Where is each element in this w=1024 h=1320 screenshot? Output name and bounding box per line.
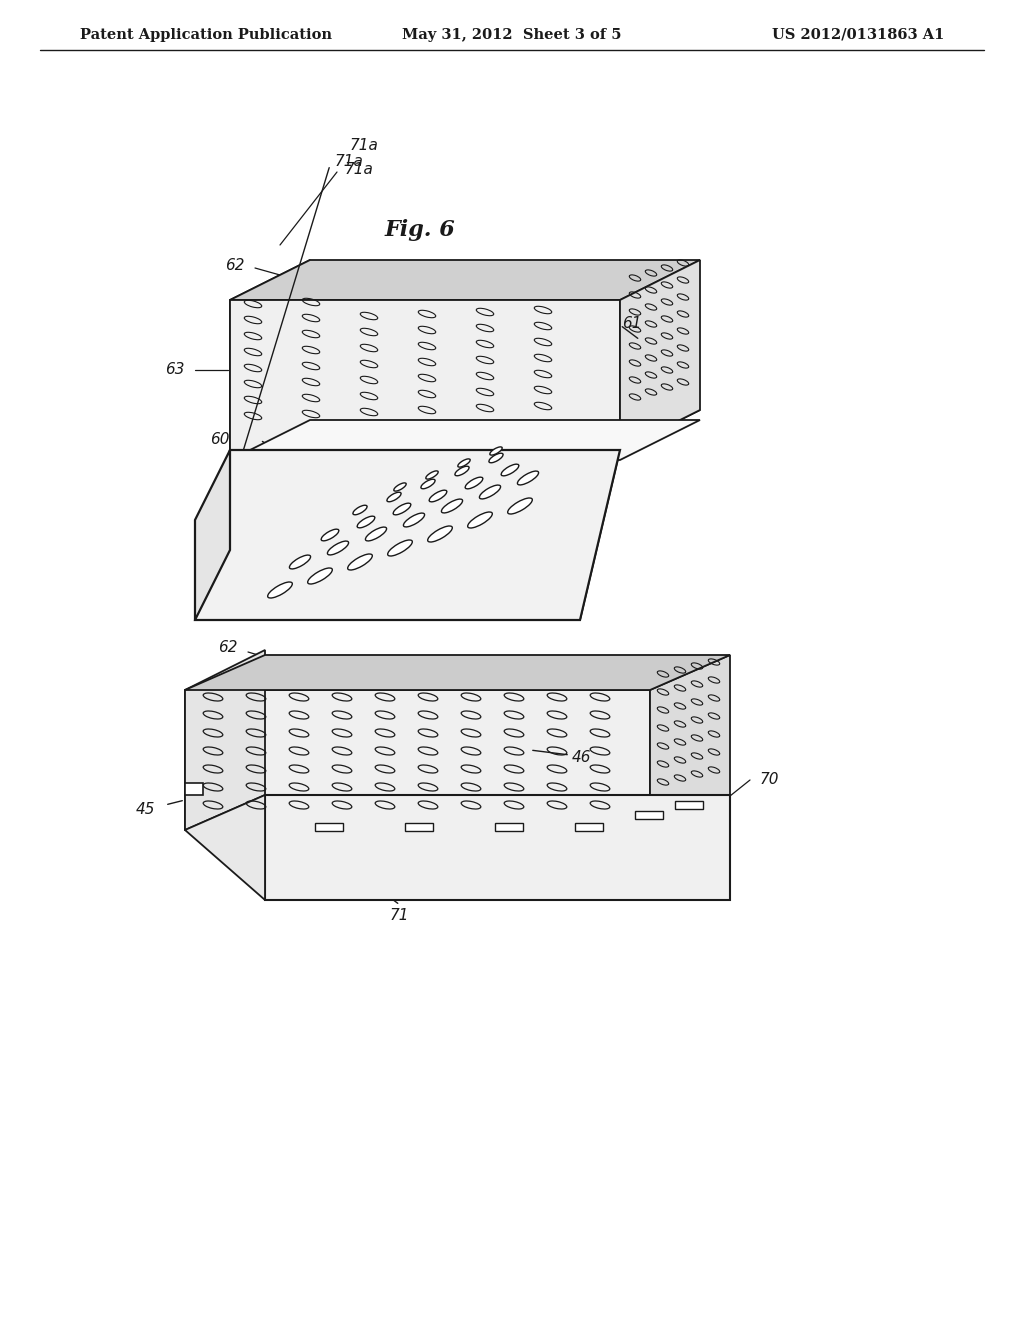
Ellipse shape — [393, 503, 411, 515]
Ellipse shape — [517, 471, 539, 484]
Ellipse shape — [366, 527, 387, 541]
Text: 71a: 71a — [350, 137, 379, 153]
FancyBboxPatch shape — [492, 454, 508, 465]
Ellipse shape — [290, 556, 310, 569]
Ellipse shape — [403, 513, 425, 527]
Polygon shape — [650, 655, 730, 830]
Polygon shape — [195, 450, 230, 620]
FancyBboxPatch shape — [372, 454, 388, 465]
Ellipse shape — [465, 477, 483, 488]
Ellipse shape — [348, 554, 373, 570]
FancyBboxPatch shape — [675, 801, 703, 809]
Ellipse shape — [357, 516, 375, 528]
Text: May 31, 2012  Sheet 3 of 5: May 31, 2012 Sheet 3 of 5 — [402, 28, 622, 42]
FancyBboxPatch shape — [495, 822, 523, 832]
Text: Fig. 6: Fig. 6 — [385, 219, 456, 242]
Text: 60: 60 — [211, 433, 230, 447]
Ellipse shape — [267, 582, 292, 598]
Text: 62: 62 — [218, 640, 238, 656]
Ellipse shape — [468, 512, 493, 528]
Ellipse shape — [322, 529, 339, 541]
Ellipse shape — [441, 499, 463, 513]
Polygon shape — [230, 260, 700, 300]
Polygon shape — [185, 655, 730, 690]
Ellipse shape — [489, 447, 502, 455]
Polygon shape — [230, 420, 700, 459]
Ellipse shape — [426, 471, 438, 479]
Text: 61: 61 — [622, 315, 641, 330]
Text: 71a: 71a — [345, 162, 374, 177]
Ellipse shape — [455, 466, 469, 475]
Ellipse shape — [394, 483, 407, 491]
Text: 46: 46 — [572, 750, 592, 764]
Polygon shape — [185, 690, 650, 830]
Polygon shape — [620, 260, 700, 450]
Text: 71: 71 — [390, 908, 410, 923]
Polygon shape — [230, 260, 310, 450]
Polygon shape — [195, 450, 620, 620]
Text: 71b: 71b — [572, 483, 601, 498]
Ellipse shape — [458, 459, 470, 467]
FancyBboxPatch shape — [312, 454, 328, 465]
Text: 62: 62 — [225, 257, 245, 272]
Text: 63: 63 — [166, 363, 185, 378]
Text: 45: 45 — [135, 803, 155, 817]
FancyBboxPatch shape — [315, 822, 343, 832]
Ellipse shape — [387, 492, 401, 502]
Text: Patent Application Publication: Patent Application Publication — [80, 28, 332, 42]
Ellipse shape — [307, 568, 333, 583]
Ellipse shape — [508, 498, 532, 513]
Ellipse shape — [421, 479, 435, 488]
FancyBboxPatch shape — [432, 454, 449, 465]
Text: 70: 70 — [760, 772, 779, 788]
Text: 71a: 71a — [335, 154, 364, 169]
Ellipse shape — [353, 506, 367, 515]
FancyBboxPatch shape — [185, 783, 203, 795]
Ellipse shape — [488, 453, 503, 463]
Ellipse shape — [388, 540, 413, 556]
Ellipse shape — [501, 465, 519, 475]
FancyBboxPatch shape — [635, 810, 663, 818]
Text: Fig. 7: Fig. 7 — [385, 589, 456, 611]
Ellipse shape — [328, 541, 348, 554]
Ellipse shape — [479, 484, 501, 499]
FancyBboxPatch shape — [552, 454, 568, 465]
Polygon shape — [230, 411, 700, 450]
Ellipse shape — [428, 525, 453, 543]
Polygon shape — [185, 795, 730, 830]
Text: US 2012/0131863 A1: US 2012/0131863 A1 — [772, 28, 944, 42]
Ellipse shape — [429, 490, 446, 502]
FancyBboxPatch shape — [252, 454, 268, 465]
Polygon shape — [185, 649, 265, 830]
Polygon shape — [265, 795, 730, 900]
Polygon shape — [185, 795, 265, 900]
FancyBboxPatch shape — [575, 822, 603, 832]
FancyBboxPatch shape — [406, 822, 433, 832]
Polygon shape — [230, 300, 620, 450]
